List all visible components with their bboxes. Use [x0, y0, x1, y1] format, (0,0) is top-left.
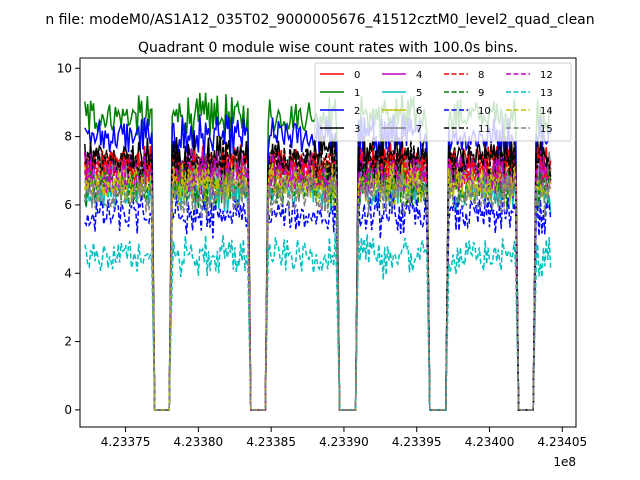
series-line-10	[84, 192, 552, 411]
y-tick-label: 10	[57, 61, 72, 75]
legend-label-13: 13	[540, 88, 553, 99]
y-tick-label: 2	[64, 335, 72, 349]
x-axis: 4.23375 4.23380 4.23385 4.23390 4.23395 4.234…	[101, 427, 587, 449]
legend-label-11: 11	[478, 124, 491, 135]
x-tick-label: 4.23390	[319, 435, 369, 449]
x-tick-label: 4.23385	[246, 435, 296, 449]
y-tick-label: 6	[64, 198, 72, 212]
legend-label-12: 12	[540, 70, 553, 81]
legend-label-15: 15	[540, 124, 553, 135]
figure-suptitle: n file: modeM0/AS1A12_035T02_9000005676_…	[45, 12, 594, 28]
legend-label-8: 8	[478, 70, 484, 81]
legend-label-5: 5	[416, 88, 422, 99]
plot-frame	[79, 57, 577, 428]
legend-label-4: 4	[416, 70, 422, 81]
legend-label-9: 9	[478, 88, 484, 99]
series-line-2	[84, 114, 552, 411]
legend-frame	[314, 62, 572, 142]
legend-label-1: 1	[354, 88, 360, 99]
x-axis-offset-label: 1e8	[553, 455, 576, 469]
legend-label-0: 0	[354, 70, 360, 81]
chart-title: Quadrant 0 module wise count rates with …	[138, 40, 518, 56]
series-layer	[84, 92, 552, 411]
legend-label-3: 3	[354, 124, 360, 135]
x-tick-label: 4.23405	[538, 435, 588, 449]
legend-label-6: 6	[416, 106, 422, 117]
legend-label-14: 14	[540, 106, 553, 117]
x-tick-label: 4.23380	[174, 435, 224, 449]
y-tick-label: 4	[64, 266, 72, 280]
legend-label-7: 7	[416, 124, 422, 135]
y-tick-label: 0	[64, 403, 72, 417]
x-tick-label: 4.23375	[101, 435, 151, 449]
x-tick-label: 4.23400	[465, 435, 515, 449]
series-line-13	[84, 232, 552, 411]
y-tick-label: 8	[64, 130, 72, 144]
x-tick-label: 4.23395	[392, 435, 442, 449]
series-line-15	[84, 173, 552, 411]
series-line-3	[84, 134, 552, 411]
legend-label-10: 10	[478, 106, 491, 117]
series-line-14	[84, 162, 552, 411]
legend-label-2: 2	[354, 106, 360, 117]
y-axis: 0 2 4 6 8 10	[57, 61, 80, 417]
